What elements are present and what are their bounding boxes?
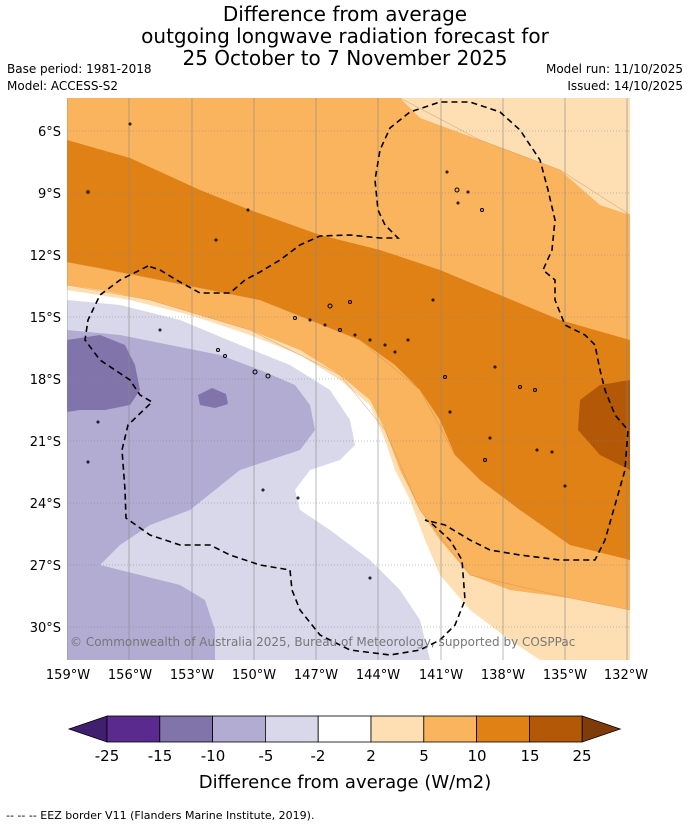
colorbar-segment xyxy=(212,715,266,743)
field-minus10-minus15-small xyxy=(198,388,228,408)
colorbar-segment xyxy=(317,715,372,743)
title-line-1: Difference from average xyxy=(222,2,468,26)
lat-label: 9°S xyxy=(38,187,61,202)
colorbar-tick: -15 xyxy=(148,747,173,765)
lat-label: 18°S xyxy=(30,373,61,388)
lat-label: 15°S xyxy=(30,311,61,326)
lon-label: 156°W xyxy=(108,668,152,683)
lon-label: 147°W xyxy=(294,668,338,683)
lat-label: 21°S xyxy=(30,435,61,450)
lat-label: 30°S xyxy=(30,621,61,636)
lon-label: 132°W xyxy=(604,668,648,683)
lat-label: 24°S xyxy=(30,497,61,512)
field-10-15 xyxy=(67,140,630,560)
title-line-3: 25 October to 7 November 2025 xyxy=(182,46,508,70)
colorbar-ticks: -25 -15 -10 -5 -2 2 5 10 15 25 xyxy=(95,747,592,765)
colorbar-tick: 5 xyxy=(419,747,429,765)
lat-label: 27°S xyxy=(30,559,61,574)
colorbar-tick: -25 xyxy=(95,747,120,765)
model-run: Model run: 11/10/2025 xyxy=(545,62,683,76)
colorbar-segment xyxy=(159,715,214,743)
lon-label: 135°W xyxy=(543,668,587,683)
colorbar-tick: 15 xyxy=(520,747,539,765)
anomaly-field xyxy=(67,98,630,660)
base-period: Base period: 1981-2018 xyxy=(7,62,152,76)
colorbar-extend-high xyxy=(581,715,622,743)
lat-label: 12°S xyxy=(30,249,61,264)
issued-date: Issued: 14/10/2025 xyxy=(567,79,683,93)
field-minus10-minus15-west xyxy=(67,335,140,412)
lon-label: 144°W xyxy=(356,668,400,683)
colorbar-tick: -5 xyxy=(259,747,274,765)
colorbar-label: Difference from average (W/m2) xyxy=(199,772,491,793)
eez-french-polynesia xyxy=(84,101,629,656)
colorbar-segment xyxy=(264,715,319,743)
title-line-2: outgoing longwave radiation forecast for xyxy=(141,24,549,48)
colorbar-tick: 25 xyxy=(572,747,591,765)
lon-label: 153°W xyxy=(170,668,214,683)
eez-legend-footer: -- -- -- EEZ border V11 (Flanders Marine… xyxy=(6,809,315,822)
lon-label: 150°W xyxy=(232,668,276,683)
colorbar-extend-low xyxy=(67,715,108,743)
islands xyxy=(86,122,567,580)
lon-label: 159°W xyxy=(46,668,90,683)
colorbar-segment xyxy=(370,715,425,743)
latitude-labels: 6°S 9°S 12°S 15°S 18°S 21°S 24°S 27°S 30… xyxy=(30,125,61,636)
contour-lines xyxy=(67,98,630,611)
copyright-text: © Commonwealth of Australia 2025, Bureau… xyxy=(70,635,575,649)
colorbar xyxy=(67,715,622,743)
colorbar-tick: -2 xyxy=(311,747,326,765)
longitude-labels: 159°W 156°W 153°W 150°W 147°W 144°W 141°… xyxy=(46,668,648,683)
colorbar-tick: -10 xyxy=(201,747,226,765)
colorbar-tick: 2 xyxy=(366,747,376,765)
model-name: Model: ACCESS-S2 xyxy=(7,79,119,93)
colorbar-segment xyxy=(529,715,583,743)
lat-label: 6°S xyxy=(38,125,61,140)
colorbar-segment xyxy=(423,715,477,743)
field-15-25 xyxy=(578,380,630,470)
lat-gridlines xyxy=(67,130,630,628)
eez-borders xyxy=(84,101,629,656)
lon-label: 141°W xyxy=(419,668,463,683)
colorbar-segment xyxy=(476,715,530,743)
colorbar-segment xyxy=(106,715,161,743)
colorbar-tick: 10 xyxy=(467,747,486,765)
lon-gridlines xyxy=(67,98,628,660)
lon-label: 138°W xyxy=(481,668,525,683)
